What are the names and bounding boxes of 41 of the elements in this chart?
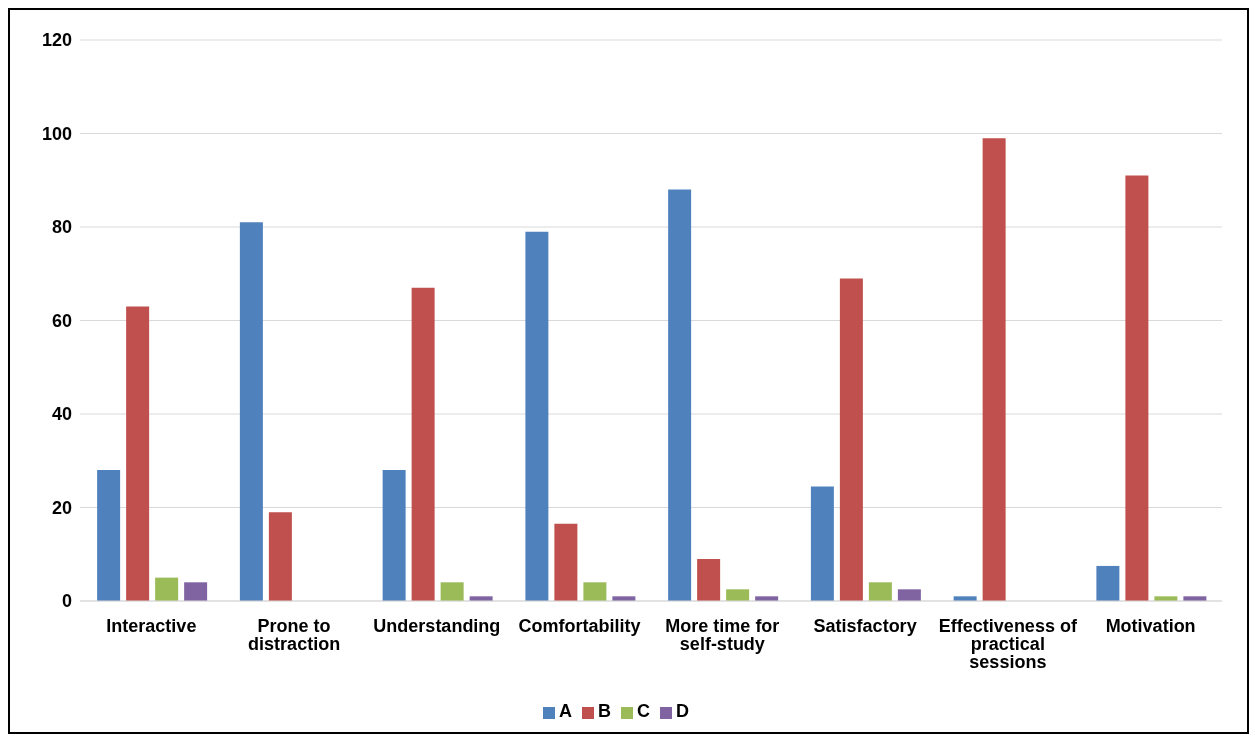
x-tick-label: Effectiveness of practical sessions	[938, 615, 1078, 672]
y-tick-label: 0	[61, 591, 72, 612]
bar	[868, 582, 892, 601]
y-tick-label: 80	[51, 217, 72, 238]
legend-label: C	[637, 701, 650, 721]
bar	[839, 278, 863, 601]
x-tick-label: Prone to distraction	[248, 615, 341, 654]
bar	[126, 306, 150, 601]
x-tick-label: Satisfactory	[813, 615, 917, 636]
bar	[554, 523, 578, 601]
y-tick-label: 20	[51, 497, 72, 518]
y-tick-label: 60	[51, 310, 72, 331]
bar	[155, 577, 179, 601]
bar	[184, 582, 208, 601]
bar	[810, 486, 834, 601]
bar	[525, 231, 549, 601]
bar	[897, 589, 921, 601]
x-tick-label: Motivation	[1105, 615, 1196, 636]
bar	[583, 582, 607, 601]
x-tick-label: Understanding	[373, 615, 501, 636]
bar	[239, 222, 263, 601]
x-tick-label: More time for self-study	[665, 615, 780, 654]
bar	[382, 470, 406, 601]
x-tick-label: Interactive	[106, 615, 197, 636]
bar	[668, 189, 692, 601]
y-tick-label: 40	[51, 404, 72, 425]
bar	[697, 558, 721, 601]
y-tick-label: 120	[41, 30, 72, 51]
bar	[726, 589, 750, 601]
bar	[97, 470, 121, 601]
legend-label: B	[598, 701, 611, 721]
y-tick-label: 100	[41, 123, 72, 144]
legend-label: D	[676, 701, 689, 721]
bar	[1096, 565, 1120, 601]
bar	[411, 287, 435, 601]
bar	[440, 582, 464, 601]
bar	[982, 138, 1006, 601]
bar	[1125, 175, 1149, 601]
x-tick-label: Comfortability	[518, 615, 641, 636]
legend-label: A	[559, 701, 572, 721]
bar	[268, 512, 292, 601]
